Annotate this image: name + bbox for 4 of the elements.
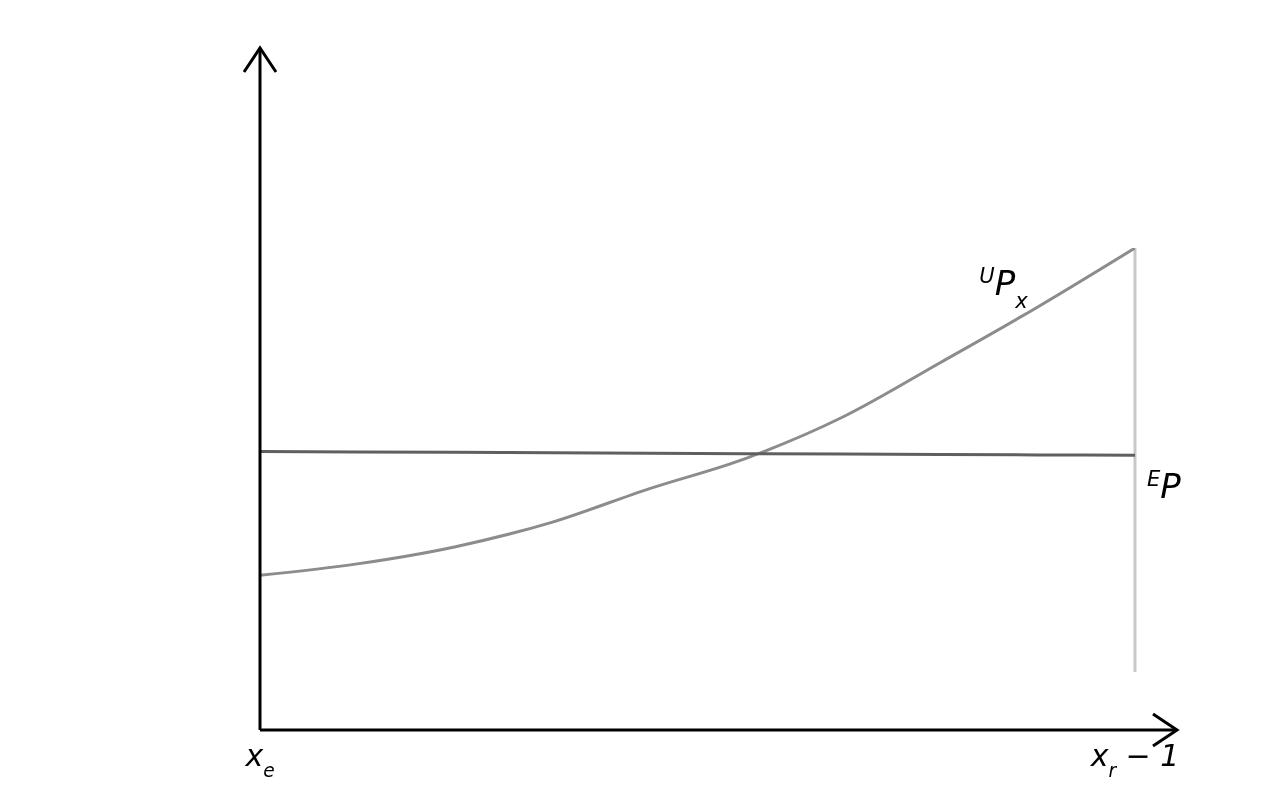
x-tick-label: x$_{e}$ bbox=[244, 738, 275, 781]
series-label: $^{U}$P$_{x}$ bbox=[979, 262, 1029, 313]
x-tick-label: x$_{r}$ − 1 bbox=[1089, 738, 1180, 781]
series-label: $^{E}$P bbox=[1147, 465, 1182, 506]
